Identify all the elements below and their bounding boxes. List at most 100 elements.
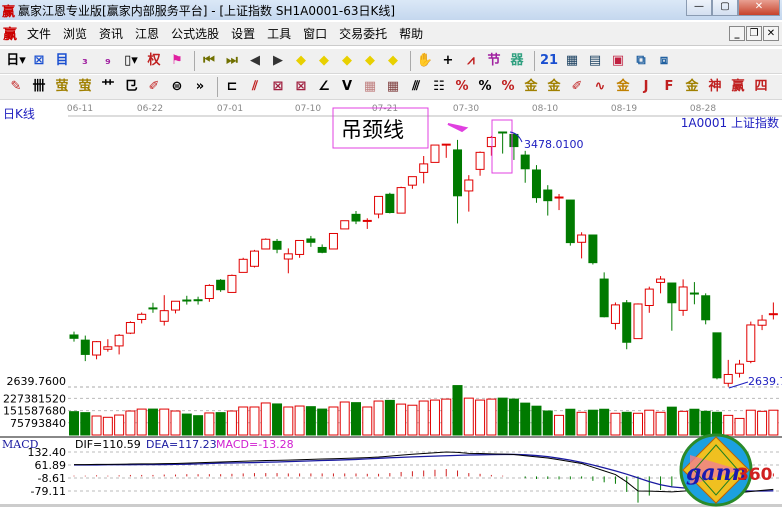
menu-browse[interactable]: 浏览 bbox=[63, 27, 88, 41]
square-fan-icon[interactable]: ⊠ bbox=[272, 79, 284, 94]
last-icon[interactable]: ⏭ bbox=[226, 53, 238, 68]
fan-icon[interactable]: ⫽ bbox=[252, 79, 258, 94]
shrink-diamond-icon[interactable]: ◆ bbox=[365, 53, 375, 68]
save-icon[interactable]: ▣ bbox=[611, 53, 625, 68]
macd-histogram bbox=[73, 469, 774, 503]
gold-angle-icon[interactable]: 金 bbox=[685, 79, 699, 94]
festival-icon[interactable]: 节 bbox=[487, 53, 501, 68]
four-angle-icon[interactable]: 四 bbox=[754, 79, 768, 94]
app-logo: 赢 bbox=[2, 4, 16, 20]
angle-icon[interactable]: ∠ bbox=[318, 79, 330, 94]
center-diamond-icon[interactable]: ◆ bbox=[388, 53, 398, 68]
gann-icon[interactable]: 器 bbox=[510, 53, 524, 68]
menu-settings[interactable]: 设置 bbox=[231, 27, 256, 41]
composite-icon[interactable]: ⊠ bbox=[33, 53, 45, 68]
macd-title: MACD bbox=[2, 438, 39, 451]
line-chart-icon[interactable]: ⩘ bbox=[467, 53, 475, 68]
hand-icon[interactable]: ✋ bbox=[416, 53, 434, 68]
list-icon[interactable]: 目 bbox=[55, 53, 69, 68]
hanging-man-highlight bbox=[491, 119, 513, 174]
right-diamond-icon[interactable]: ◆ bbox=[319, 53, 329, 68]
menu-gann[interactable]: 江恩 bbox=[135, 27, 160, 41]
god-angle-icon[interactable]: 神 bbox=[708, 79, 722, 94]
gold-lines-icon[interactable]: 金 bbox=[547, 79, 561, 94]
volume-bar bbox=[249, 406, 260, 436]
volume-bar bbox=[351, 402, 361, 436]
fork-icon[interactable]: 艹 bbox=[101, 79, 115, 94]
candle-body bbox=[419, 163, 429, 173]
chart9-icon[interactable]: ₉ bbox=[105, 53, 111, 68]
gold-ruler-icon[interactable]: 萤 bbox=[55, 79, 69, 94]
candle-body bbox=[80, 339, 90, 355]
calculator-icon[interactable]: ▦ bbox=[565, 53, 579, 68]
candle-body bbox=[441, 143, 451, 146]
wave-icon[interactable]: ∿ bbox=[594, 79, 606, 94]
candle-body bbox=[92, 341, 102, 356]
candle-body bbox=[757, 319, 767, 326]
percent-slash-icon[interactable]: % bbox=[455, 79, 469, 94]
menu-help[interactable]: 帮助 bbox=[399, 27, 424, 41]
calendar-icon[interactable]: 21 bbox=[539, 53, 559, 68]
prev-icon[interactable]: ◀ bbox=[250, 53, 260, 68]
period-dropdown[interactable]: 日▾ bbox=[6, 53, 26, 68]
first-icon[interactable]: ⏮ bbox=[203, 53, 215, 68]
volume-bar bbox=[283, 406, 294, 436]
square-fan2-icon[interactable]: ⊠ bbox=[295, 79, 307, 94]
flag-icon[interactable]: ⚑ bbox=[171, 53, 183, 68]
win-angle-icon[interactable]: 赢 bbox=[731, 79, 745, 94]
candle-body bbox=[249, 250, 259, 267]
menu-formula[interactable]: 公式选股 bbox=[171, 27, 220, 41]
grid-icon[interactable]: ▦ bbox=[363, 79, 377, 94]
pen-icon[interactable]: ✎ bbox=[10, 79, 22, 94]
menu-trade[interactable]: 交易委托 bbox=[339, 27, 388, 41]
j-angle-icon[interactable]: J bbox=[643, 79, 649, 94]
menu-news[interactable]: 资讯 bbox=[99, 27, 124, 41]
minimize-button[interactable]: — bbox=[686, 0, 712, 16]
arrow-pen-icon[interactable]: ✐ bbox=[571, 79, 583, 94]
maximize-button[interactable]: ▢ bbox=[712, 0, 738, 16]
grid-line-icon[interactable]: 卌 bbox=[32, 79, 46, 94]
candle-type-dropdown[interactable]: ▯▾ bbox=[124, 53, 138, 68]
volume-bar bbox=[734, 417, 745, 436]
mdi-restore-button[interactable]: ❐ bbox=[746, 26, 762, 41]
grid2-icon[interactable]: ▦ bbox=[386, 79, 400, 94]
spiral-icon[interactable]: 㔾 bbox=[124, 79, 138, 94]
chart3-icon[interactable]: ₃ bbox=[82, 53, 88, 68]
hatch-icon[interactable]: ⫻ bbox=[412, 79, 420, 94]
volume-bar bbox=[463, 397, 474, 436]
menu-tools[interactable]: 工具 bbox=[267, 27, 292, 41]
f-angle-icon[interactable]: F bbox=[664, 79, 674, 94]
mdi-minimize-button[interactable]: _ bbox=[729, 26, 745, 41]
multi-window-icon[interactable]: ⧈ bbox=[659, 53, 669, 68]
vee-icon[interactable]: V bbox=[341, 79, 353, 94]
mdi-close-button[interactable]: ✕ bbox=[763, 26, 779, 41]
gold-coin-icon[interactable]: 金 bbox=[524, 79, 538, 94]
volume-bar bbox=[429, 399, 440, 436]
table-icon[interactable]: ☷ bbox=[433, 79, 445, 94]
network-icon[interactable]: ⧉ bbox=[636, 53, 646, 68]
brush-icon[interactable]: ✐ bbox=[148, 79, 160, 94]
crosshair-icon[interactable]: + bbox=[442, 53, 454, 68]
menu-window[interactable]: 窗口 bbox=[303, 27, 328, 41]
gold-box-icon[interactable]: 金 bbox=[616, 79, 630, 94]
volume-bar bbox=[768, 409, 779, 436]
menu-file[interactable]: 文件 bbox=[27, 27, 52, 41]
close-button[interactable]: ✕ bbox=[738, 0, 780, 16]
candle-body bbox=[317, 246, 327, 253]
circle-grid-icon[interactable]: ⊜ bbox=[171, 79, 183, 94]
scrollbar[interactable] bbox=[0, 504, 782, 507]
expand-diamond-icon[interactable]: ◆ bbox=[342, 53, 352, 68]
box-icon[interactable]: ⊏ bbox=[226, 79, 238, 94]
date-tick: 08-10 bbox=[532, 104, 558, 114]
notes-icon[interactable]: ▤ bbox=[588, 53, 602, 68]
next-icon[interactable]: ▶ bbox=[273, 53, 283, 68]
chart-area[interactable]: 06-11 06-22 07-01 07-10 07-21 07-30 08-10 08-19… bbox=[0, 100, 782, 507]
volume-bar bbox=[384, 399, 395, 436]
rights-icon[interactable]: 权 bbox=[147, 53, 161, 68]
percent-icon[interactable]: % bbox=[478, 79, 492, 94]
gold-ruler2-icon[interactable]: 萤 bbox=[78, 79, 92, 94]
left-diamond-icon[interactable]: ◆ bbox=[296, 53, 306, 68]
more-icon[interactable]: » bbox=[195, 79, 205, 94]
percent-lines-icon[interactable]: % bbox=[501, 79, 515, 94]
candle-body bbox=[644, 288, 654, 306]
